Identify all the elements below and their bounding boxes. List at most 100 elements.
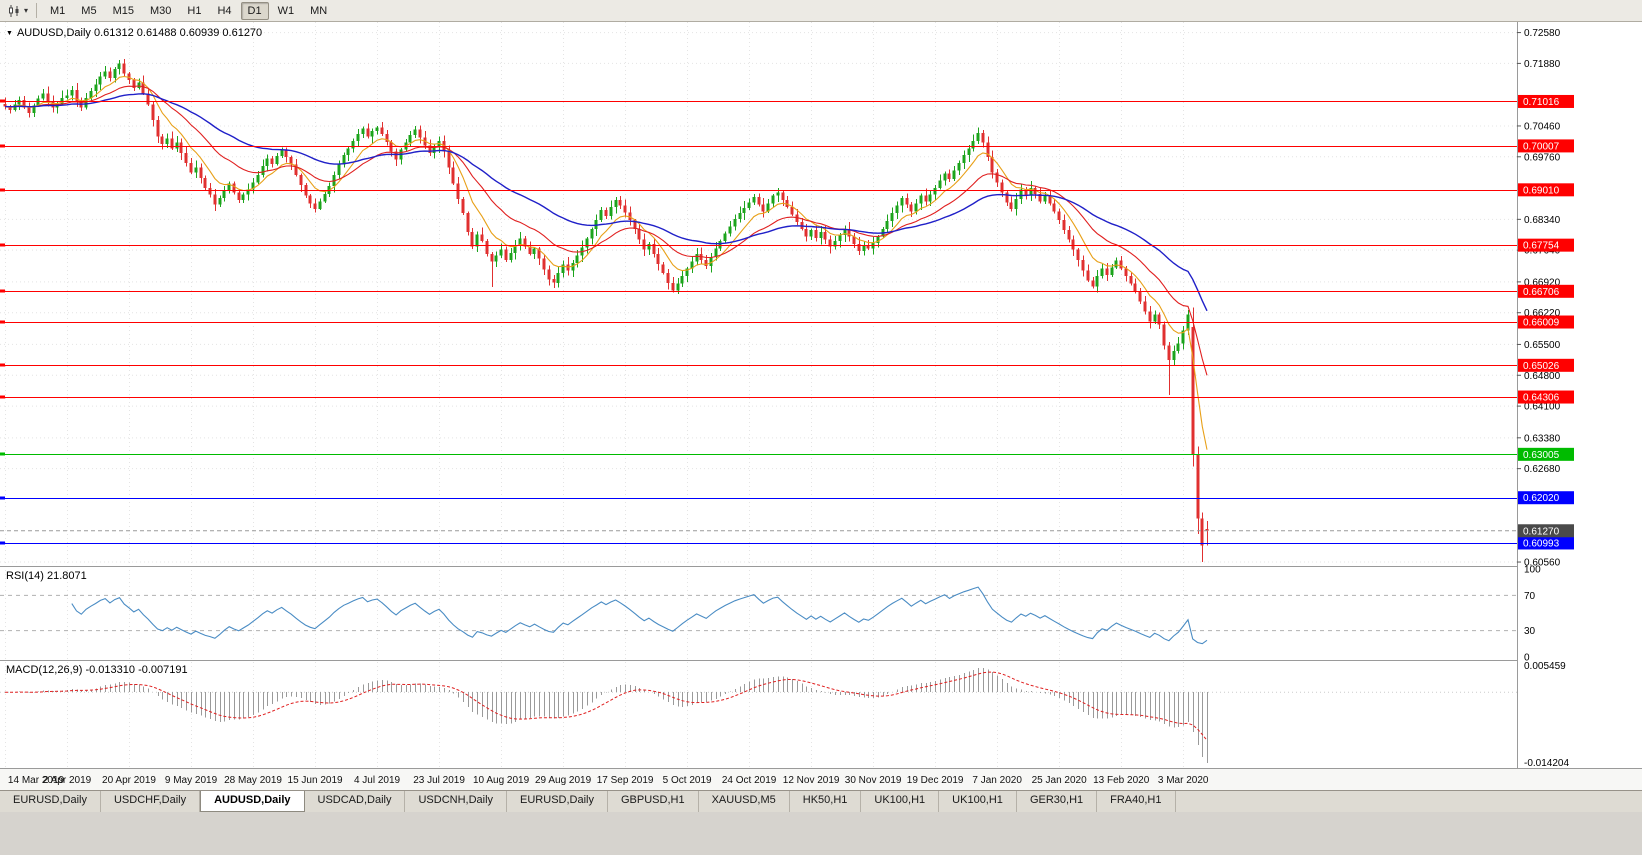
candle: [1181, 325, 1185, 350]
price-level-line[interactable]: [0, 496, 1517, 500]
candle: [828, 235, 832, 254]
price-axis-label: 0.64800: [1524, 371, 1561, 382]
candle: [189, 158, 193, 175]
svg-text:0.69010: 0.69010: [1523, 185, 1560, 196]
candle: [752, 194, 756, 205]
candle: [1162, 321, 1166, 350]
candle: [575, 249, 579, 268]
price-axis-label: 0.66220: [1524, 308, 1561, 319]
date-axis-label: 28 May 2019: [224, 775, 282, 786]
chart-tab-hk50-h1[interactable]: HK50,H1: [790, 791, 862, 812]
candle: [289, 155, 293, 171]
chart-tab-eurusd-daily[interactable]: EURUSD,Daily: [0, 791, 101, 812]
timeframe-button-m30[interactable]: M30: [143, 2, 178, 20]
candle: [523, 236, 527, 250]
candle: [299, 173, 303, 192]
price-level-line[interactable]: [0, 289, 1517, 293]
chart-tab-audusd-daily[interactable]: AUDUSD,Daily: [200, 791, 305, 812]
candle: [170, 131, 174, 151]
candle: [313, 198, 317, 213]
timeframe-button-h4[interactable]: H4: [210, 2, 238, 20]
timeframe-button-m5[interactable]: M5: [74, 2, 103, 20]
candle: [547, 265, 551, 286]
chart-canvas[interactable]: 0.725800.718800.704600.697600.683400.676…: [0, 22, 1642, 790]
macd-axis-label: 0.005459: [1524, 661, 1566, 672]
level-line-anchor: [0, 99, 5, 103]
timeframe-button-mn[interactable]: MN: [303, 2, 334, 20]
date-axis-label: 13 Feb 2020: [1093, 775, 1150, 786]
candle: [27, 102, 31, 118]
candle: [628, 206, 632, 226]
candle: [17, 96, 21, 110]
level-line-anchor: [0, 395, 5, 399]
candle: [599, 207, 603, 223]
candlestick-chart-icon[interactable]: [4, 3, 24, 19]
chart-tab-uk100-h1[interactable]: UK100,H1: [939, 791, 1017, 812]
candle: [542, 254, 546, 276]
chart-tab-uk100-h1[interactable]: UK100,H1: [861, 791, 940, 812]
price-axis-label: 0.72580: [1524, 28, 1561, 39]
candle: [1076, 248, 1080, 267]
price-level-line[interactable]: [0, 541, 1517, 545]
candle: [957, 160, 961, 175]
candle: [275, 152, 279, 166]
timeframe-button-w1[interactable]: W1: [271, 2, 302, 20]
timeframe-button-d1[interactable]: D1: [240, 2, 269, 20]
price-level-badge: 0.66009: [1518, 315, 1574, 329]
price-level-line[interactable]: [0, 395, 1517, 399]
date-axis-label: 3 Mar 2020: [1158, 775, 1209, 786]
candle: [265, 154, 269, 172]
candle: [1148, 306, 1152, 329]
rsi-axis-label: 100: [1524, 565, 1541, 576]
timeframe-button-h1[interactable]: H1: [180, 2, 208, 20]
macd-label: MACD(12,26,9) -0.013310 -0.007191: [6, 664, 188, 676]
candle: [308, 193, 312, 208]
price-level-line[interactable]: [0, 188, 1517, 192]
price-level-line[interactable]: [0, 144, 1517, 148]
chart-tabs-bar: EURUSD,Daily USDCHF,Daily AUDUSD,Daily USDC…: [0, 790, 1642, 812]
price-level-line[interactable]: [0, 99, 1517, 103]
candle: [213, 188, 217, 212]
candle: [366, 123, 370, 139]
price-level-line[interactable]: [0, 243, 1517, 247]
chart-tab-usdcad-daily[interactable]: USDCAD,Daily: [305, 791, 406, 812]
candle: [1081, 255, 1085, 277]
chart-tab-usdcnh-daily[interactable]: USDCNH,Daily: [405, 791, 508, 812]
candle: [480, 227, 484, 243]
candle: [1052, 199, 1056, 214]
timeframe-button-m15[interactable]: M15: [106, 2, 141, 20]
chart-tab-fra40-h1[interactable]: FRA40,H1: [1097, 791, 1176, 812]
chart-tab-eurusd-daily[interactable]: EURUSD,Daily: [507, 791, 608, 812]
candle: [447, 145, 451, 174]
chart-tab-usdchf-daily[interactable]: USDCHF,Daily: [101, 791, 201, 812]
price-level-line[interactable]: [0, 363, 1517, 367]
candle: [1014, 193, 1018, 216]
candle: [747, 198, 751, 210]
price-level-line[interactable]: [0, 320, 1517, 324]
candle: [847, 222, 851, 242]
svg-text:0.62020: 0.62020: [1523, 493, 1560, 504]
dropdown-caret-icon[interactable]: ▾: [24, 6, 29, 15]
price-level-line[interactable]: [0, 452, 1517, 456]
price-level-badge: 0.67754: [1518, 238, 1574, 252]
chart-tab-ger30-h1[interactable]: GER30,H1: [1017, 791, 1098, 812]
collapse-arrow-icon[interactable]: ▼: [6, 29, 13, 37]
candle: [518, 232, 522, 251]
candle: [623, 199, 627, 218]
level-line-anchor: [0, 289, 5, 293]
candle: [1143, 296, 1147, 315]
candle: [962, 150, 966, 169]
timeframe-button-m1[interactable]: M1: [43, 2, 72, 20]
chart-tab-xauusd-m5[interactable]: XAUUSD,M5: [699, 791, 790, 812]
candle: [647, 241, 651, 255]
candle: [552, 275, 556, 289]
chart-tab-gbpusd-h1[interactable]: GBPUSD,H1: [608, 791, 699, 812]
time-axis[interactable]: [0, 769, 1642, 790]
svg-text:0.63005: 0.63005: [1523, 450, 1560, 461]
level-line-anchor: [0, 144, 5, 148]
price-level-badge: 0.60993: [1518, 536, 1574, 550]
candle: [1172, 345, 1176, 366]
candle: [156, 116, 160, 143]
svg-text:0.66009: 0.66009: [1523, 318, 1560, 329]
candle: [375, 126, 379, 135]
